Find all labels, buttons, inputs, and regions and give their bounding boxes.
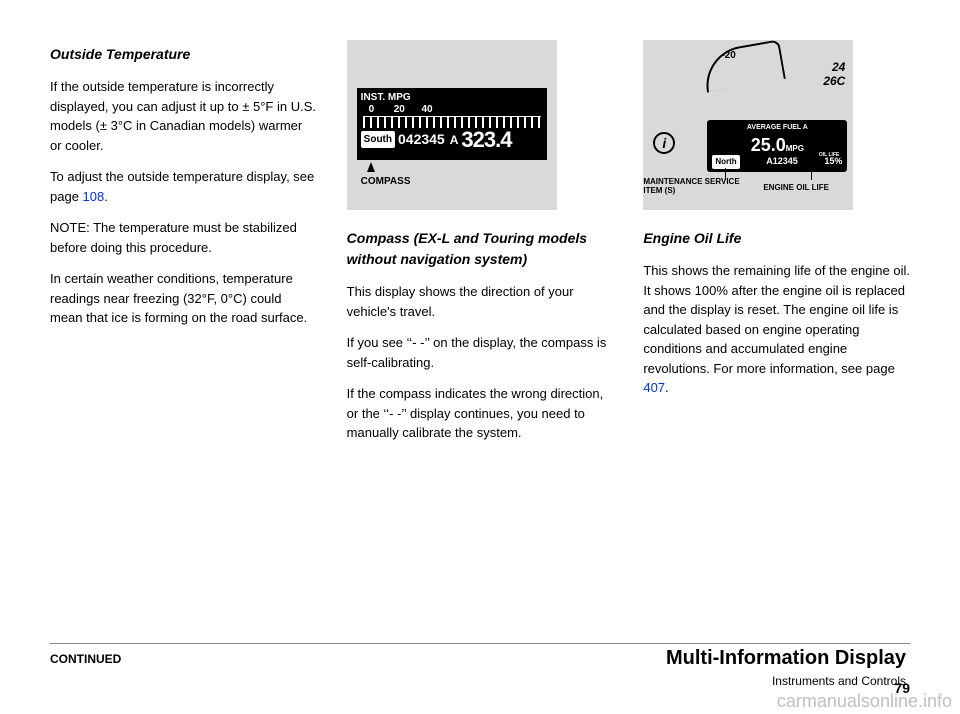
oil-pct: 15%	[824, 155, 842, 169]
avg-number: 25.0	[751, 135, 786, 155]
watermark: carmanualsonline.info	[777, 691, 952, 712]
odometer: 042345	[398, 129, 445, 150]
label-compass: COMPASS	[361, 174, 411, 189]
section-title: Multi-Information Display	[666, 647, 906, 670]
para-oil-life: This shows the remaining life of the eng…	[643, 261, 910, 398]
scale-20: 20	[394, 104, 405, 115]
compass-chip: South	[361, 131, 395, 148]
scale-40: 40	[421, 104, 432, 115]
text-oil-life-a: This shows the remaining life of the eng…	[643, 263, 910, 376]
callout-arrow-icon	[367, 162, 375, 172]
column-right: -20 24 26C i AVERAGE FUEL A 25.0MPG OIL …	[643, 40, 910, 455]
para-note: NOTE: The temperature must be stabilized…	[50, 218, 317, 257]
scale-0: 0	[369, 104, 375, 115]
avg-unit: MPG	[786, 144, 804, 153]
subcategory-label: Instruments and Controls	[772, 674, 906, 688]
para-manual-cal: If the compass indicates the wrong direc…	[347, 384, 614, 443]
lcd-panel: INST. MPG 0 20 40 South 042345 A 323.4	[357, 88, 547, 160]
trip-letter: A	[450, 131, 459, 149]
para-selfcal: If you see ‘‘- -’’ on the display, the c…	[347, 333, 614, 372]
heading-outside-temp: Outside Temperature	[50, 44, 317, 65]
label-26c: 26C	[823, 72, 845, 90]
para-freezing: In certain weather conditions, temperatu…	[50, 269, 317, 328]
mid-panel: AVERAGE FUEL A 25.0MPG OIL LIFE North A1…	[707, 120, 847, 172]
mid-panel-row: North A12345 15%	[712, 155, 842, 169]
scale-numbers: 0 20 40	[369, 102, 433, 117]
figure-oil-life: -20 24 26C i AVERAGE FUEL A 25.0MPG OIL …	[643, 40, 853, 210]
column-middle: INST. MPG 0 20 40 South 042345 A 323.4 C…	[347, 40, 614, 455]
para-direction: This display shows the direction of your…	[347, 282, 614, 321]
continued-label: CONTINUED	[50, 652, 121, 666]
label-engine-oil-life: ENGINE OIL LIFE	[763, 182, 829, 194]
gauge-arc-icon	[700, 39, 786, 92]
maint-code: A12345	[766, 155, 798, 169]
leader-line-2	[811, 168, 812, 180]
footer-divider	[50, 643, 910, 644]
label-minus20: -20	[721, 48, 735, 63]
heading-oil-life: Engine Oil Life	[643, 228, 910, 249]
heading-compass: Compass (EX-L and Touring models without…	[347, 228, 614, 270]
north-chip: North	[712, 155, 739, 169]
info-icon: i	[653, 132, 675, 154]
trip-number: 323.4	[461, 123, 511, 156]
label-maintenance: MAINTENANCE SERVICE ITEM (S)	[643, 178, 743, 196]
link-page-108[interactable]: 108	[83, 189, 105, 204]
text-oil-life-b: .	[665, 380, 669, 395]
link-page-407[interactable]: 407	[643, 380, 665, 395]
figure-compass-display: INST. MPG 0 20 40 South 042345 A 323.4 C…	[347, 40, 557, 210]
lcd-row2: South 042345 A 323.4	[361, 123, 512, 156]
para-adjust-range: If the outside temperature is incorrectl…	[50, 77, 317, 155]
text-see-page-b: .	[104, 189, 108, 204]
column-left: Outside Temperature If the outside tempe…	[50, 40, 317, 455]
para-see-page: To adjust the outside temperature displa…	[50, 167, 317, 206]
